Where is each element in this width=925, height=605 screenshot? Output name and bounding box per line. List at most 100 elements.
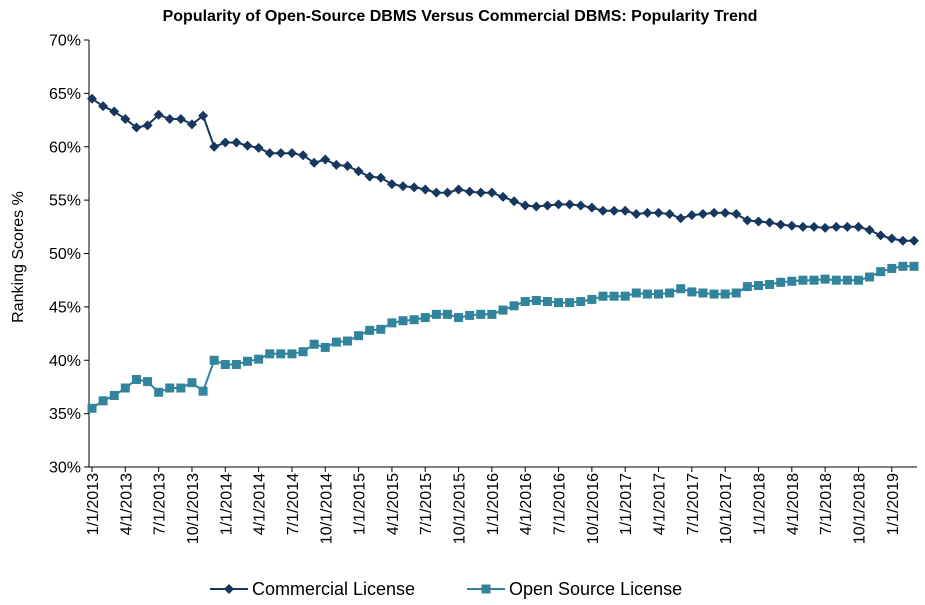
x-tick-label: 10/1/2013 (185, 473, 202, 544)
data-point-commercial (153, 109, 164, 120)
data-point-open-source (487, 309, 497, 319)
data-point-commercial (897, 235, 908, 246)
data-point-open-source (365, 325, 375, 335)
data-point-commercial (353, 166, 364, 177)
data-point-open-source (798, 275, 808, 285)
data-point-commercial (264, 148, 275, 159)
data-point-open-source (842, 275, 852, 285)
data-point-commercial (186, 119, 197, 130)
data-point-open-source (887, 263, 897, 273)
y-tick-label: 65% (49, 86, 81, 103)
data-point-commercial (509, 196, 520, 207)
data-point-open-source (865, 272, 875, 282)
data-point-open-source (742, 282, 752, 292)
data-point-open-source (765, 279, 775, 289)
data-point-open-source (354, 331, 364, 341)
data-point-open-source (454, 313, 464, 323)
data-point-commercial (175, 113, 186, 124)
data-point-open-source (265, 349, 275, 359)
data-point-open-source (709, 289, 719, 299)
x-tick-label: 4/1/2018 (785, 473, 802, 535)
data-point-commercial (609, 205, 620, 216)
data-point-commercial (398, 181, 409, 192)
data-point-commercial (320, 154, 331, 165)
x-tick-label: 4/1/2013 (118, 473, 135, 535)
data-point-open-source (609, 291, 619, 301)
data-point-open-source (598, 291, 608, 301)
data-point-open-source (676, 284, 686, 294)
data-point-commercial (298, 150, 309, 161)
y-tick-label: 50% (49, 246, 81, 263)
data-point-open-source (87, 403, 97, 413)
data-point-commercial (98, 101, 109, 112)
data-point-commercial (809, 221, 820, 232)
legend-label-commercial: Commercial License (252, 579, 415, 599)
data-point-commercial (875, 230, 886, 241)
data-point-open-source (498, 305, 508, 315)
data-point-commercial (331, 159, 342, 170)
data-point-commercial (342, 160, 353, 171)
data-point-open-source (531, 295, 541, 305)
data-point-open-source (309, 339, 319, 349)
data-point-commercial (720, 207, 731, 218)
data-point-commercial (409, 182, 420, 193)
data-point-commercial (664, 209, 675, 220)
data-point-open-source (131, 374, 141, 384)
data-point-open-source (853, 275, 863, 285)
y-tick-label: 30% (49, 460, 81, 477)
data-point-commercial (786, 220, 797, 231)
x-tick-label: 1/1/2014 (218, 473, 235, 535)
data-point-commercial (842, 221, 853, 232)
data-point-commercial (209, 141, 220, 152)
data-point-open-source (831, 275, 841, 285)
x-tick-label: 10/1/2018 (851, 473, 868, 544)
data-point-open-source (565, 298, 575, 308)
data-point-open-source (731, 288, 741, 298)
data-point-open-source (109, 390, 119, 400)
x-tick-label: 7/1/2014 (285, 473, 302, 535)
x-tick-label: 1/1/2016 (485, 473, 502, 535)
data-point-open-source (720, 289, 730, 299)
data-point-open-source (909, 261, 919, 271)
legend-marker-commercial (224, 584, 234, 594)
data-point-open-source (120, 383, 130, 393)
data-point-open-source (542, 297, 552, 307)
data-point-open-source (220, 360, 230, 370)
data-point-open-source (576, 297, 586, 307)
chart-title: Popularity of Open-Source DBMS Versus Co… (163, 8, 758, 25)
data-point-open-source (287, 349, 297, 359)
data-point-open-source (398, 316, 408, 326)
data-point-open-source (654, 289, 664, 299)
data-point-commercial (797, 221, 808, 232)
x-tick-label: 7/1/2016 (552, 473, 569, 535)
data-point-open-source (587, 294, 597, 304)
x-tick-label: 10/1/2017 (718, 473, 735, 544)
data-point-commercial (597, 205, 608, 216)
data-point-commercial (453, 184, 464, 195)
data-point-commercial (542, 200, 553, 211)
data-point-commercial (109, 106, 120, 117)
data-point-commercial (198, 110, 209, 121)
x-tick-label: 4/1/2016 (518, 473, 535, 535)
y-axis-ticks: 30% 35% 40% 45% 50% 55% 60% 65% 70% (49, 33, 89, 477)
data-point-open-source (687, 287, 697, 297)
legend-label-open-source: Open Source License (509, 579, 682, 599)
data-point-commercial (464, 186, 475, 197)
data-point-commercial (675, 213, 686, 224)
data-point-open-source (665, 288, 675, 298)
y-tick-label: 35% (49, 406, 81, 423)
data-point-commercial (686, 210, 697, 221)
x-tick-label: 7/1/2013 (152, 473, 169, 535)
data-point-commercial (386, 179, 397, 190)
data-point-open-source (442, 309, 452, 319)
x-tick-label: 7/1/2015 (418, 473, 435, 535)
data-point-open-source (431, 309, 441, 319)
data-point-commercial (475, 187, 486, 198)
data-point-commercial (709, 207, 720, 218)
data-point-commercial (642, 207, 653, 218)
data-point-open-source (154, 387, 164, 397)
data-point-commercial (864, 225, 875, 236)
data-point-open-source (143, 377, 153, 387)
